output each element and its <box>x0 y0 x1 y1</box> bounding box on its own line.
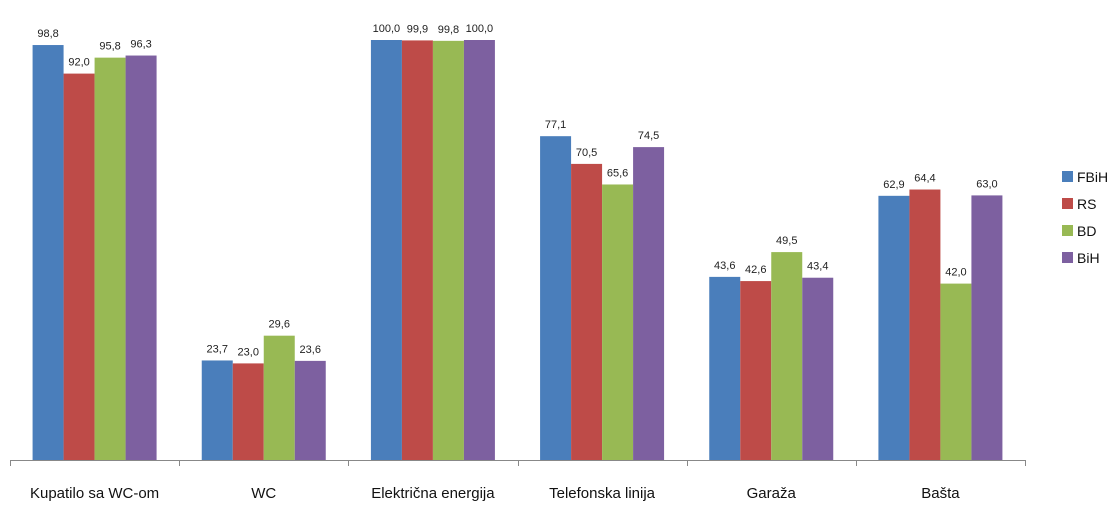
bar-bd-5 <box>940 283 972 460</box>
value-label: 96,3 <box>130 39 151 51</box>
value-label: 23,6 <box>300 344 321 356</box>
bar-rs-4 <box>740 281 772 460</box>
value-label: 23,0 <box>238 346 259 358</box>
x-axis-ticks <box>10 460 1026 466</box>
bar-bih-5 <box>971 195 1003 460</box>
bar-bd-0 <box>94 57 126 460</box>
value-label: 99,8 <box>438 24 459 36</box>
bar-bih-0 <box>125 55 157 460</box>
legend-label-rs: RS <box>1077 196 1096 212</box>
bar-rs-5 <box>909 189 941 460</box>
value-label: 62,9 <box>883 179 904 191</box>
value-label: 23,7 <box>207 343 228 355</box>
category-label: Kupatilo sa WC-om <box>30 485 159 502</box>
legend-swatch-bih <box>1062 252 1073 263</box>
bar-fbih-0 <box>32 45 64 460</box>
value-label: 65,6 <box>607 167 628 179</box>
category-label: Telefonska linija <box>549 485 656 502</box>
category-label: WC <box>251 485 276 502</box>
value-label: 100,0 <box>466 23 494 35</box>
bar-bih-1 <box>294 360 326 460</box>
value-label: 98,8 <box>37 28 58 40</box>
value-label: 64,4 <box>914 173 935 185</box>
value-label: 95,8 <box>99 41 120 53</box>
value-label: 92,0 <box>68 57 89 69</box>
category-label: Bašta <box>921 485 960 502</box>
bar-fbih-3 <box>540 136 572 460</box>
legend-swatch-rs <box>1062 198 1073 209</box>
value-label: 42,6 <box>745 264 766 276</box>
category-label: Električna energija <box>371 485 495 502</box>
value-label: 43,6 <box>714 260 735 272</box>
legend-swatch-fbih <box>1062 171 1073 182</box>
bar-fbih-4 <box>709 276 741 460</box>
bar-bih-2 <box>463 40 495 460</box>
bar-fbih-1 <box>201 360 233 460</box>
legend: FBiH RS BD BiH <box>1062 169 1108 266</box>
bar-fbih-2 <box>370 40 402 460</box>
category-label: Garaža <box>747 485 797 502</box>
value-label: 43,4 <box>807 261 828 273</box>
value-label: 49,5 <box>776 235 797 247</box>
bar-fbih-5 <box>878 195 910 460</box>
legend-swatch-bd <box>1062 225 1073 236</box>
bar-rs-1 <box>232 363 264 460</box>
legend-label-bd: BD <box>1077 223 1096 239</box>
bar-bih-4 <box>802 277 834 460</box>
value-labels-layer: 98,8 92,0 95,8 96,3 23,7 23,0 29,6 23,6 100,0 99,… <box>37 23 997 358</box>
legend-label-fbih: FBiH <box>1077 169 1108 185</box>
value-label: 63,0 <box>976 178 997 190</box>
bar-rs-0 <box>63 73 95 460</box>
value-label: 42,0 <box>945 267 966 279</box>
bar-rs-3 <box>571 163 603 460</box>
bar-bih-3 <box>633 147 665 460</box>
bars-layer <box>32 40 1003 461</box>
value-label: 99,9 <box>407 23 428 35</box>
category-labels-layer: Kupatilo sa WC-om WC Električna energija Te… <box>30 485 960 502</box>
bar-rs-2 <box>401 40 433 461</box>
legend-label-bih: BiH <box>1077 250 1100 266</box>
value-label: 77,1 <box>545 119 566 131</box>
bar-bd-1 <box>263 335 295 460</box>
bar-bd-3 <box>602 184 634 461</box>
bar-bd-2 <box>432 40 464 461</box>
bar-bd-4 <box>771 252 803 460</box>
value-label: 74,5 <box>638 130 659 142</box>
value-label: 100,0 <box>373 23 401 35</box>
value-label: 70,5 <box>576 147 597 159</box>
value-label: 29,6 <box>269 319 290 331</box>
